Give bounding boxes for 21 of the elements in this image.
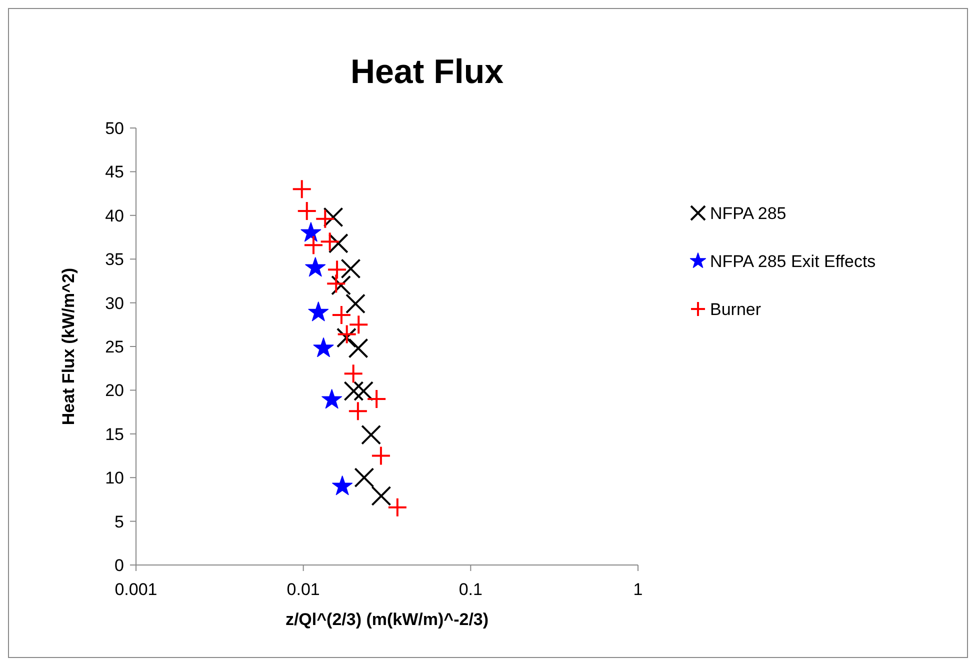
- y-tick-label: 40: [105, 206, 124, 226]
- x-tick-label: 0.01: [286, 580, 320, 599]
- x-tick-label: 0.1: [458, 580, 482, 599]
- legend-label: NFPA 285: [710, 204, 786, 223]
- legend-label: NFPA 285 Exit Effects: [710, 252, 876, 271]
- y-tick-label: 50: [105, 118, 124, 138]
- y-tick-label: 30: [105, 294, 124, 313]
- chart-title: Heat Flux: [350, 53, 504, 91]
- x-tick-label: 1: [633, 580, 643, 599]
- y-tick-label: 25: [105, 337, 124, 356]
- legend-label: Burner: [710, 300, 762, 319]
- y-tick-label: 5: [114, 512, 124, 532]
- x-axis-title: z/Ql^(2/3) (m(kW/m)^-2/3): [285, 610, 489, 629]
- x-tick-label: 0.001: [114, 580, 158, 599]
- y-tick-label: 35: [105, 250, 124, 270]
- y-tick-label: 20: [105, 381, 124, 400]
- y-tick-label: 10: [105, 468, 124, 488]
- y-axis-title: Heat Flux (kW/m^2): [59, 268, 78, 426]
- y-tick-label: 45: [105, 162, 124, 182]
- y-tick-label: 15: [105, 424, 124, 444]
- y-tick-label: 0: [114, 556, 124, 575]
